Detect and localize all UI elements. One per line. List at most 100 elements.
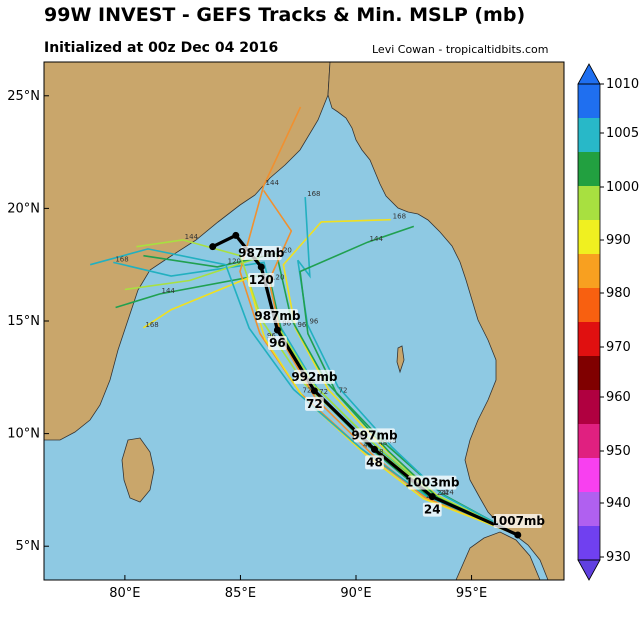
ensemble-hour-label: 72 bbox=[319, 388, 328, 396]
lat-tick-label: 15°N bbox=[7, 314, 40, 329]
longitude-ticks: 80°E 85°E 90°E 95°E bbox=[109, 575, 487, 601]
forecast-hour-label: 48 bbox=[366, 455, 383, 469]
mean-track-point bbox=[273, 326, 281, 334]
ensemble-track bbox=[299, 225, 519, 536]
ensemble-hour-label: 120 bbox=[278, 246, 291, 254]
mean-track-points: 1007mb1003mb24997mb48992mb72987mb96987mb… bbox=[209, 231, 546, 539]
ensemble-hour-label: 96 bbox=[282, 319, 291, 327]
forecast-hour-label: 24 bbox=[424, 503, 441, 517]
hour-label-bg bbox=[248, 272, 275, 287]
ensemble-hour-label: 144 bbox=[162, 287, 176, 295]
ensemble-hour-label: 144 bbox=[185, 233, 199, 241]
mean-track-point bbox=[232, 231, 240, 239]
colorbar-label: 960 bbox=[606, 390, 631, 405]
ensemble-hour-label: 72 bbox=[339, 387, 348, 395]
ensemble-hour-label: 24 bbox=[445, 488, 454, 496]
ensemble-track bbox=[142, 277, 519, 536]
colorbar-label: 1010 bbox=[606, 77, 639, 92]
pressure-label-bg bbox=[256, 309, 298, 324]
credit-text: Levi Cowan - tropicaltidbits.com bbox=[372, 43, 549, 56]
ensemble-hour-label: 48 bbox=[363, 441, 372, 449]
mean-track-point bbox=[370, 445, 378, 453]
colorbar-label: 980 bbox=[606, 286, 631, 301]
colorbar-segment bbox=[578, 152, 600, 187]
mean-track-point bbox=[257, 263, 265, 271]
ensemble-hour-label: 48 bbox=[378, 439, 387, 447]
pressure-label-bg bbox=[353, 428, 395, 443]
forecast-hour-label: 96 bbox=[269, 336, 286, 350]
ensemble-hour-label: 168 bbox=[115, 255, 128, 263]
colorbar-segment bbox=[578, 84, 600, 119]
colorbar-frame bbox=[577, 83, 601, 561]
ensemble-hour-label: 120 bbox=[271, 273, 284, 281]
pressure-label-bg bbox=[240, 245, 282, 260]
colorbar-segment bbox=[578, 492, 600, 527]
land-sumatra bbox=[455, 531, 541, 580]
mean-track-point bbox=[310, 387, 318, 395]
pressure-label: 1007mb bbox=[491, 514, 546, 528]
colorbar-segment bbox=[578, 424, 600, 459]
mean-track-point bbox=[428, 493, 436, 501]
colorbar-label: 1005 bbox=[606, 126, 639, 141]
ensemble-hour-label: 24 bbox=[440, 489, 449, 497]
colorbar-segment bbox=[578, 322, 600, 357]
ensemble-hour-label: 144 bbox=[370, 235, 384, 243]
forecast-hour-label: 120 bbox=[249, 273, 274, 287]
colorbar-segment bbox=[578, 220, 600, 255]
pressure-label: 987mb bbox=[238, 246, 285, 260]
hour-label-bg bbox=[422, 502, 442, 517]
colorbar-top-arrow bbox=[577, 63, 601, 85]
colorbar-segment bbox=[578, 288, 600, 323]
colorbar-segment bbox=[578, 390, 600, 425]
ensemble-hour-label: 168 bbox=[145, 321, 158, 329]
lat-tick-label: 10°N bbox=[7, 427, 40, 442]
lat-tick-label: 5°N bbox=[16, 539, 41, 554]
ensemble-hour-label: 24 bbox=[437, 489, 446, 497]
ensemble-hour-label: 96 bbox=[309, 318, 318, 326]
hour-label-bg bbox=[268, 336, 287, 351]
colorbar-label: 940 bbox=[606, 496, 631, 511]
colorbar-segment bbox=[578, 356, 600, 391]
lon-tick-label: 80°E bbox=[109, 586, 140, 601]
lat-tick-label: 20°N bbox=[7, 201, 40, 216]
map-title: 99W INVEST - GEFS Tracks & Min. MSLP (mb… bbox=[44, 4, 526, 26]
colorbar-bottom-arrow bbox=[577, 559, 601, 581]
colorbar-segment bbox=[578, 118, 600, 153]
colorbar-label: 970 bbox=[606, 340, 631, 355]
lon-tick-label: 95°E bbox=[456, 586, 487, 601]
colorbar-segment bbox=[578, 526, 600, 561]
pressure-label: 987mb bbox=[254, 309, 301, 323]
lat-tick-label: 25°N bbox=[7, 89, 40, 104]
colorbar-label: 990 bbox=[606, 233, 631, 248]
land-india bbox=[44, 62, 331, 441]
colorbar-label: 930 bbox=[606, 550, 631, 565]
land-andaman bbox=[396, 345, 405, 374]
pressure-label-bg bbox=[293, 369, 335, 384]
ensemble-hour-label: 72 bbox=[303, 387, 312, 395]
hour-label-bg bbox=[305, 396, 324, 411]
map-subtitle: Initialized at 00z Dec 04 2016 bbox=[44, 40, 279, 56]
ensemble-hour-label: 168 bbox=[393, 213, 406, 221]
ensemble-hour-label: 120 bbox=[228, 258, 241, 266]
hour-label-bg bbox=[365, 455, 384, 470]
colorbar-segment bbox=[578, 254, 600, 289]
ensemble-hour-label: 144 bbox=[266, 179, 280, 187]
forecast-hour-label: 72 bbox=[306, 397, 323, 411]
pressure-label-bg bbox=[493, 513, 542, 528]
pressure-label: 1003mb bbox=[405, 476, 460, 490]
colorbar: 1010 1005 1000 990 980 970 960 950 940 930 bbox=[577, 63, 639, 581]
mean-track-point bbox=[209, 243, 217, 251]
pressure-label: 997mb bbox=[351, 428, 398, 442]
ensemble-hour-label: 96 bbox=[297, 321, 306, 329]
pressure-label-bg bbox=[408, 475, 457, 490]
colorbar-label: 1000 bbox=[606, 180, 639, 195]
lon-tick-label: 90°E bbox=[340, 586, 371, 601]
colorbar-segment bbox=[578, 186, 600, 221]
ensemble-hour-label: 168 bbox=[307, 190, 320, 198]
colorbar-segment bbox=[578, 458, 600, 493]
lon-tick-label: 85°E bbox=[225, 586, 256, 601]
pressure-label: 992mb bbox=[291, 370, 338, 384]
colorbar-label: 950 bbox=[606, 444, 631, 459]
mean-track-point bbox=[514, 531, 522, 539]
